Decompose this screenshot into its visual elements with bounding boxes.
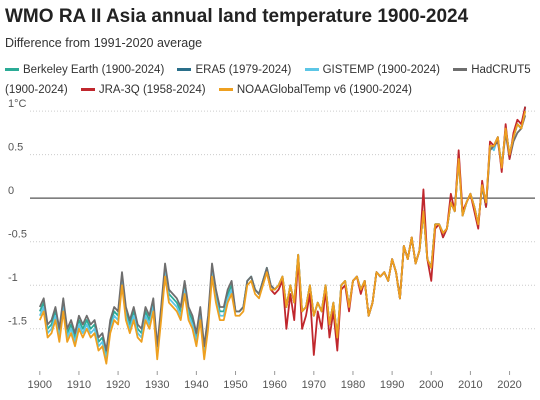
legend-label: JRA-3Q (1958-2024) [98, 84, 206, 96]
chart-title: WMO RA II Asia annual land temperature 1… [5, 6, 469, 27]
legend-swatch [80, 88, 95, 92]
x-tick-label: 1960 [262, 379, 286, 391]
legend-swatch [5, 68, 19, 72]
series-line [265, 106, 527, 356]
legend-item: GISTEMP (1900-2024) [304, 64, 440, 76]
legend-item: Berkeley Earth (1900-2024) [5, 64, 164, 76]
y-tick-label: 0 [8, 185, 14, 197]
y-tick-label: -0.5 [8, 229, 27, 241]
y-tick-label: 0.5 [8, 142, 23, 154]
legend-item: HadCRUT5 (1900-2024) [5, 64, 531, 96]
x-tick-label: 1970 [302, 379, 326, 391]
series-line [38, 115, 527, 352]
x-tick-label: 2000 [419, 379, 443, 391]
series-line [38, 110, 527, 365]
legend-item: NOAAGlobalTemp v6 (1900-2024) [218, 84, 412, 96]
legend-swatch [453, 68, 468, 72]
x-tick-label: 1930 [145, 379, 169, 391]
legend-swatch [177, 68, 192, 72]
legend-label: ERA5 (1979-2024) [195, 64, 292, 76]
legend-swatch [218, 88, 233, 92]
legend: Berkeley Earth (1900-2024) ERA5 (1979-20… [5, 60, 535, 100]
legend-swatch [304, 68, 319, 72]
x-tick-label: 2010 [458, 379, 482, 391]
series-line [38, 106, 527, 356]
x-tick-label: 1920 [106, 379, 130, 391]
x-tick-label: 1910 [67, 379, 91, 391]
legend-item: JRA-3Q (1958-2024) [80, 84, 206, 96]
x-tick-label: 2020 [497, 379, 521, 391]
y-tick-label: -1.5 [8, 316, 27, 328]
legend-label: NOAAGlobalTemp v6 (1900-2024) [236, 84, 412, 96]
x-tick-label: 1950 [223, 379, 247, 391]
legend-label: Berkeley Earth (1900-2024) [23, 64, 165, 76]
x-tick-label: 1990 [380, 379, 404, 391]
series-line [38, 110, 527, 361]
x-tick-label: 1900 [28, 379, 52, 391]
chart-subtitle: Difference from 1991-2020 average [5, 36, 203, 50]
x-tick-label: 1940 [184, 379, 208, 391]
y-tick-label: -1 [8, 272, 18, 284]
x-tick-label: 1980 [341, 379, 365, 391]
legend-item: ERA5 (1979-2024) [177, 64, 291, 76]
legend-label: GISTEMP (1900-2024) [322, 64, 440, 76]
legend-label: HadCRUT5 (1900-2024) [5, 64, 531, 96]
y-tick-label: 1°C [8, 98, 27, 110]
